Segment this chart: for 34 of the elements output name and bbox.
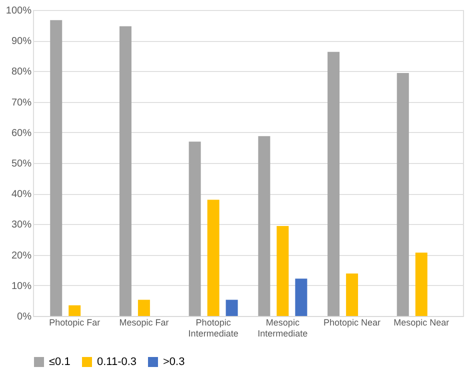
legend-label: 0.11-0.3: [97, 356, 137, 368]
x-tick-label: Mesopic Intermediate: [258, 318, 308, 338]
y-tick-label: 30%: [11, 220, 32, 231]
y-tick-label: 100%: [6, 6, 32, 16]
bar: [415, 252, 428, 316]
bar: [138, 300, 150, 316]
x-tick-label: Photopic Intermediate: [188, 318, 238, 338]
legend-label: >0.3: [163, 356, 185, 368]
y-tick-label: 20%: [11, 250, 32, 262]
y-tick-label: 40%: [11, 189, 32, 200]
bar: [396, 73, 409, 316]
bar: [68, 305, 81, 316]
x-tick-label: Mesopic Far: [119, 318, 169, 328]
x-tick-label: Photopic Far: [49, 318, 100, 328]
bar: [258, 136, 270, 316]
x-tick-label: Mesopic Near: [394, 318, 450, 328]
bar: [50, 20, 62, 316]
y-tick-label: 10%: [11, 280, 32, 292]
bar: [119, 26, 132, 316]
bar: [328, 52, 340, 316]
y-tick-label: 60%: [11, 128, 32, 139]
bar: [188, 142, 201, 316]
bar: [226, 300, 238, 316]
y-tick-label: 0%: [17, 312, 32, 322]
y-tick-label: 70%: [11, 97, 32, 108]
bar: [276, 226, 289, 316]
bar: [207, 200, 220, 316]
bar: [346, 273, 358, 316]
bar: [295, 278, 308, 316]
legend-label: ≤0.1: [49, 356, 70, 368]
y-tick-label: 90%: [11, 36, 32, 48]
y-tick-label: 80%: [11, 66, 32, 78]
y-tick-label: 50%: [11, 158, 32, 170]
x-tick-label: Photopic Near: [324, 318, 381, 328]
